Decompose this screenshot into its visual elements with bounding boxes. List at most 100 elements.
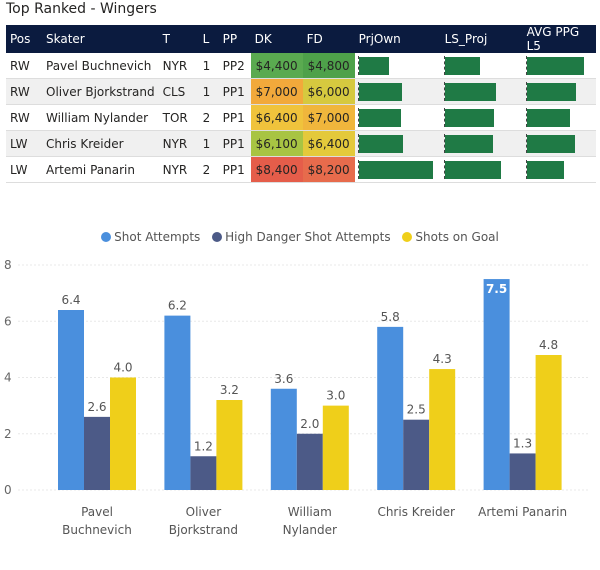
bar-high-danger-shot-attempts bbox=[509, 453, 536, 490]
col-header-pos[interactable]: Pos bbox=[6, 25, 42, 53]
cell-fd: $7,000 bbox=[302, 104, 355, 131]
cell-team: NYR bbox=[158, 53, 199, 79]
cell-team: TOR bbox=[158, 104, 199, 131]
cell-ls-proj-bar bbox=[440, 104, 523, 131]
table-row[interactable]: RW Oliver Bjorkstrand CLS 1 PP1 $7,000 $6,000 bbox=[6, 78, 596, 105]
table-row[interactable]: RW Pavel Buchnevich NYR 1 PP2 $4,400 $4,800 bbox=[6, 53, 596, 79]
data-bar bbox=[358, 82, 402, 101]
data-label: 1.3 bbox=[513, 436, 532, 450]
col-header-dk[interactable]: DK bbox=[250, 25, 303, 53]
data-bar bbox=[444, 56, 480, 75]
cell-avg-ppg-bar bbox=[522, 53, 596, 79]
bar-shots-on-goal bbox=[322, 405, 349, 490]
data-bar bbox=[358, 108, 401, 127]
cell-skater: Oliver Bjorkstrand bbox=[42, 78, 159, 105]
cell-pp: PP1 bbox=[218, 156, 251, 183]
legend-item-high-danger[interactable]: High Danger Shot Attempts bbox=[212, 230, 391, 244]
col-header-prjown[interactable]: PrjOwn bbox=[354, 25, 441, 53]
cell-fd: $8,200 bbox=[302, 156, 355, 183]
cell-prjown-bar bbox=[354, 104, 441, 131]
table-header-row: Pos Skater T L PP DK FD PrjOwn LS_Proj A… bbox=[6, 25, 596, 53]
col-header-fd[interactable]: FD bbox=[302, 25, 355, 53]
legend-dot-icon bbox=[212, 232, 223, 242]
col-header-pp[interactable]: PP bbox=[218, 25, 251, 53]
data-bar bbox=[444, 134, 493, 153]
baseline-dash bbox=[357, 108, 359, 127]
legend-label: High Danger Shot Attempts bbox=[225, 230, 391, 244]
cell-dk: $6,400 bbox=[250, 104, 303, 131]
visual-title: Top Ranked - Wingers bbox=[6, 1, 157, 17]
baseline-dash bbox=[525, 160, 527, 179]
bar-shot-attempts bbox=[483, 279, 510, 490]
data-label: 7.5 bbox=[486, 282, 507, 296]
col-header-team[interactable]: T bbox=[158, 25, 199, 53]
cell-line: 2 bbox=[198, 156, 219, 183]
data-bar bbox=[358, 160, 433, 179]
cell-prjown-bar bbox=[354, 53, 441, 79]
data-label: 2.0 bbox=[300, 417, 319, 431]
cell-prjown-bar bbox=[354, 78, 441, 105]
cell-avg-ppg-bar bbox=[522, 130, 596, 157]
x-tick-label: Oliver bbox=[186, 505, 222, 519]
cell-dk: $8,400 bbox=[250, 156, 303, 183]
cell-pp: PP1 bbox=[218, 104, 251, 131]
cell-pp: PP1 bbox=[218, 130, 251, 157]
baseline-dash bbox=[525, 108, 527, 127]
bar-shot-attempts bbox=[377, 326, 404, 490]
cell-dk: $6,100 bbox=[250, 130, 303, 157]
table-row[interactable]: LW Artemi Panarin NYR 2 PP1 $8,400 $8,200 bbox=[6, 156, 596, 183]
y-tick-label: 0 bbox=[4, 483, 12, 497]
cell-dk: $4,400 bbox=[250, 53, 303, 79]
cell-fd: $4,800 bbox=[302, 53, 355, 79]
table-row[interactable]: LW Chris Kreider NYR 1 PP1 $6,100 $6,400 bbox=[6, 130, 596, 157]
data-bar bbox=[358, 56, 389, 75]
cell-pos: LW bbox=[6, 156, 42, 183]
baseline-dash bbox=[443, 134, 445, 153]
cell-team: CLS bbox=[158, 78, 199, 105]
legend-item-shot-attempts[interactable]: Shot Attempts bbox=[101, 230, 200, 244]
col-header-avg-ppg[interactable]: AVG PPG L5 bbox=[522, 25, 596, 53]
baseline-dash bbox=[357, 160, 359, 179]
col-header-ls-proj[interactable]: LS_Proj bbox=[440, 25, 523, 53]
baseline-dash bbox=[443, 82, 445, 101]
legend-item-shots-on-goal[interactable]: Shots on Goal bbox=[402, 230, 499, 244]
data-label: 4.0 bbox=[113, 361, 132, 375]
data-bar bbox=[526, 134, 575, 153]
baseline-dash bbox=[443, 108, 445, 127]
x-tick-label: Pavel bbox=[81, 505, 113, 519]
baseline-dash bbox=[443, 160, 445, 179]
cell-pos: RW bbox=[6, 104, 42, 131]
data-label: 5.8 bbox=[381, 310, 400, 324]
cell-skater: Artemi Panarin bbox=[42, 156, 159, 183]
bar-shots-on-goal bbox=[429, 369, 456, 490]
col-header-skater[interactable]: Skater bbox=[42, 25, 159, 53]
bar-high-danger-shot-attempts bbox=[296, 433, 323, 490]
data-label: 6.2 bbox=[168, 299, 187, 313]
cell-line: 1 bbox=[198, 78, 219, 105]
data-bar bbox=[526, 160, 564, 179]
data-bar bbox=[444, 160, 501, 179]
cell-pos: RW bbox=[6, 53, 42, 79]
wingers-table: Pos Skater T L PP DK FD PrjOwn LS_Proj A… bbox=[6, 25, 596, 183]
cell-avg-ppg-bar bbox=[522, 78, 596, 105]
bar-high-danger-shot-attempts bbox=[84, 416, 110, 490]
table-row[interactable]: RW William Nylander TOR 2 PP1 $6,400 $7,000 bbox=[6, 104, 596, 131]
cell-ls-proj-bar bbox=[440, 156, 523, 183]
data-bar bbox=[358, 134, 403, 153]
baseline-dash bbox=[443, 56, 445, 75]
baseline-dash bbox=[357, 134, 359, 153]
col-header-line[interactable]: L bbox=[198, 25, 219, 53]
x-tick-label: Artemi Panarin bbox=[478, 505, 567, 519]
cell-fd: $6,400 bbox=[302, 130, 355, 157]
cell-skater: William Nylander bbox=[42, 104, 159, 131]
shot-stats-chart: 0 2 4 6 8 6.4 2.6 4.0 Pavel Buchnevich 6.2 1.2 3.2 Ol… bbox=[4, 258, 590, 537]
x-tick-label: Nylander bbox=[283, 523, 337, 537]
cell-fd: $6,000 bbox=[302, 78, 355, 105]
y-tick-label: 4 bbox=[4, 371, 12, 385]
data-label: 3.2 bbox=[220, 383, 239, 397]
baseline-dash bbox=[525, 134, 527, 153]
legend-dot-icon bbox=[402, 232, 413, 242]
bar-shots-on-goal bbox=[535, 355, 562, 490]
chart-legend: Shot Attempts High Danger Shot Attempts … bbox=[0, 230, 600, 244]
cell-line: 1 bbox=[198, 130, 219, 157]
